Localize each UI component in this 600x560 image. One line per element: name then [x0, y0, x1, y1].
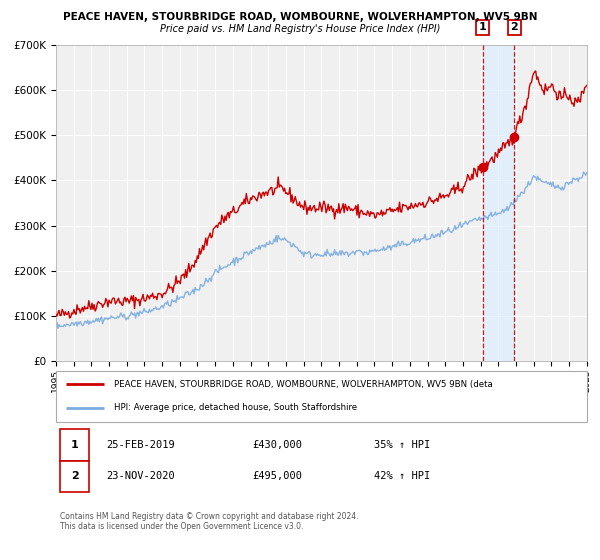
Text: 2: 2: [71, 472, 79, 481]
Text: Price paid vs. HM Land Registry's House Price Index (HPI): Price paid vs. HM Land Registry's House …: [160, 24, 440, 34]
Text: 23-NOV-2020: 23-NOV-2020: [106, 472, 175, 481]
Text: 1: 1: [71, 440, 79, 450]
Text: HPI: Average price, detached house, South Staffordshire: HPI: Average price, detached house, Sout…: [114, 403, 358, 412]
Text: 42% ↑ HPI: 42% ↑ HPI: [374, 472, 431, 481]
Text: Contains HM Land Registry data © Crown copyright and database right 2024.
This d: Contains HM Land Registry data © Crown c…: [60, 512, 359, 531]
Text: 25-FEB-2019: 25-FEB-2019: [106, 440, 175, 450]
Text: PEACE HAVEN, STOURBRIDGE ROAD, WOMBOURNE, WOLVERHAMPTON, WV5 9BN (deta: PEACE HAVEN, STOURBRIDGE ROAD, WOMBOURNE…: [114, 380, 493, 389]
Text: £430,000: £430,000: [252, 440, 302, 450]
Text: PEACE HAVEN, STOURBRIDGE ROAD, WOMBOURNE, WOLVERHAMPTON, WV5 9BN: PEACE HAVEN, STOURBRIDGE ROAD, WOMBOURNE…: [63, 12, 537, 22]
FancyBboxPatch shape: [60, 460, 89, 492]
Text: 1: 1: [479, 22, 487, 32]
Text: 2: 2: [511, 22, 518, 32]
Bar: [483, 45, 514, 361]
FancyBboxPatch shape: [56, 371, 587, 422]
FancyBboxPatch shape: [60, 429, 89, 460]
Text: £495,000: £495,000: [252, 472, 302, 481]
Text: 35% ↑ HPI: 35% ↑ HPI: [374, 440, 431, 450]
